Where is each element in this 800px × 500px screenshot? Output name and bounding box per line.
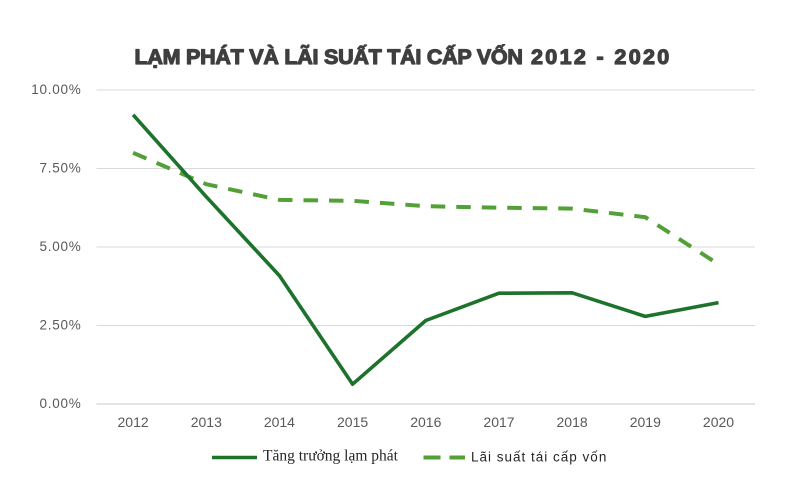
svg-text:LẠM PHÁT VÀ LÃI SUẤT TÁI CẤP V: LẠM PHÁT VÀ LÃI SUẤT TÁI CẤP VỐN 2012 - …: [135, 43, 672, 69]
svg-text:2020: 2020: [703, 414, 734, 430]
svg-text:2019: 2019: [630, 414, 661, 430]
svg-text:Tăng trưởng lạm phát: Tăng trưởng lạm phát: [263, 448, 399, 465]
svg-text:2012: 2012: [118, 414, 149, 430]
svg-text:2014: 2014: [264, 414, 295, 430]
svg-text:10.00%: 10.00%: [31, 82, 81, 97]
svg-text:Lãi suất tái cấp vốn: Lãi suất tái cấp vốn: [471, 449, 607, 464]
svg-text:2017: 2017: [483, 414, 514, 430]
svg-text:2015: 2015: [337, 414, 368, 430]
svg-text:5.00%: 5.00%: [39, 239, 81, 254]
svg-text:0.00%: 0.00%: [39, 396, 81, 411]
svg-text:7.50%: 7.50%: [39, 161, 81, 176]
svg-text:2018: 2018: [557, 414, 588, 430]
svg-text:2013: 2013: [191, 414, 222, 430]
svg-text:2.50%: 2.50%: [39, 318, 81, 333]
svg-text:2016: 2016: [410, 414, 441, 430]
